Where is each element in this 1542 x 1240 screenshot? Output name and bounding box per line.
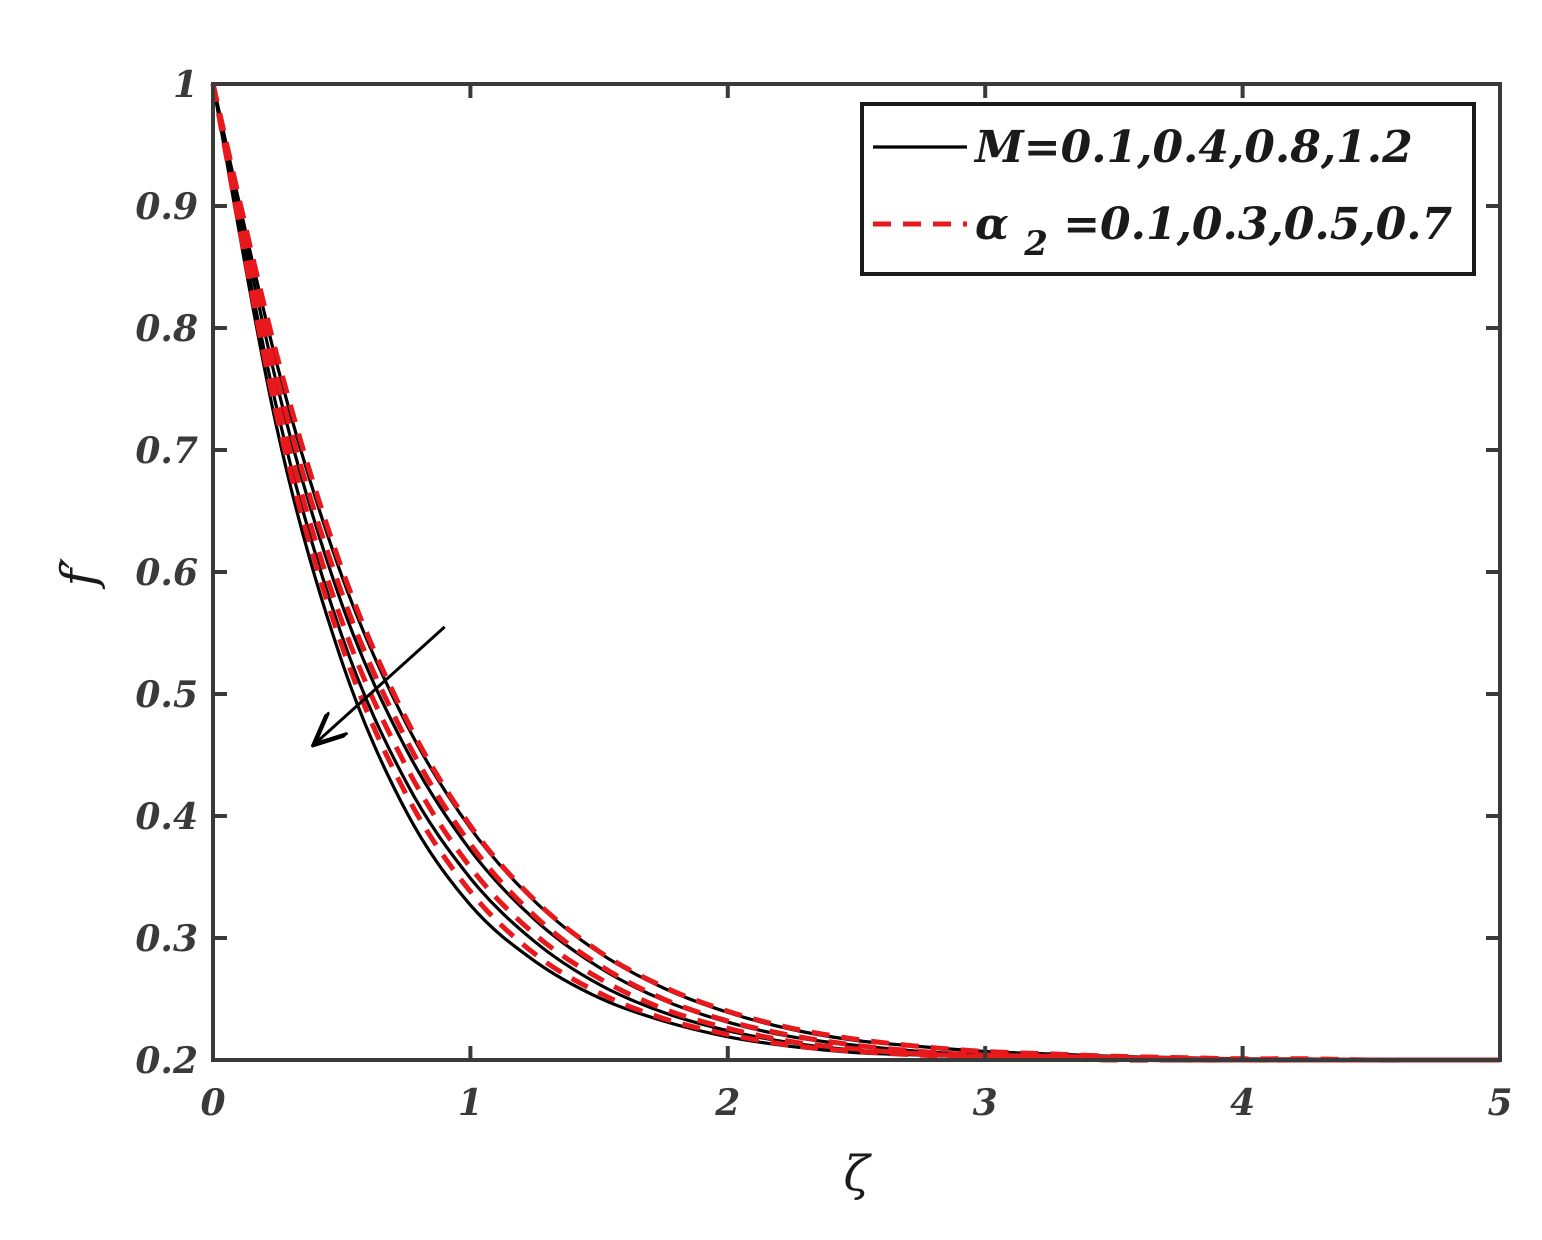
annotation-layer (316, 625, 446, 743)
x-tick-label-0: 0 (200, 1082, 225, 1124)
legend: M=0.1,0.4,0.8,1.2 α 2 =0.1,0.3,0.5,0.7 (860, 102, 1476, 276)
axis-ticks: 0 1 2 3 4 5 0.2 0.3 0.4 0.5 0.6 0.7 0.8 0.9 1 (135, 64, 1512, 1124)
y-tick-label-2: 0.4 (135, 796, 198, 838)
x-tick-label-2: 2 (714, 1082, 740, 1124)
series-line-alpha2-1 (210, 83, 1500, 1063)
legend-entry-m: M=0.1,0.4,0.8,1.2 (973, 122, 1413, 173)
x-tick-label-4: 4 (1230, 1082, 1255, 1124)
legend-box (860, 102, 1476, 276)
y-axis-label: f′ (51, 558, 107, 590)
x-tick-label-3: 3 (973, 1082, 998, 1124)
y-tick-label-3: 0.5 (135, 674, 198, 716)
x-axis-label: ζ (843, 1146, 872, 1202)
legend-entry-m-text: M=0.1,0.4,0.8,1.2 (973, 122, 1413, 173)
y-tick-label-1: 0.3 (135, 918, 198, 960)
y-tick-label-7: 0.9 (135, 186, 198, 228)
y-tick-label-8: 1 (173, 64, 198, 106)
trend-arrow (316, 625, 446, 743)
x-tick-label-1: 1 (458, 1082, 483, 1124)
legend-entry-alpha-subscript: 2 (1023, 224, 1048, 264)
y-tick-label-0: 0.2 (135, 1040, 198, 1082)
y-tick-label-4: 0.6 (135, 552, 198, 594)
x-tick-label-5: 5 (1487, 1082, 1512, 1124)
series-line-alpha2-3 (210, 83, 1500, 1063)
legend-entry-alpha-values: =0.1,0.3,0.5,0.7 (1063, 199, 1452, 250)
y-tick-label-6: 0.8 (135, 308, 198, 350)
legend-entry-alpha-symbol: α (975, 199, 1009, 250)
legend-entry-alpha2: α 2 =0.1,0.3,0.5,0.7 (975, 199, 1453, 266)
y-tick-label-5: 0.7 (135, 430, 198, 472)
